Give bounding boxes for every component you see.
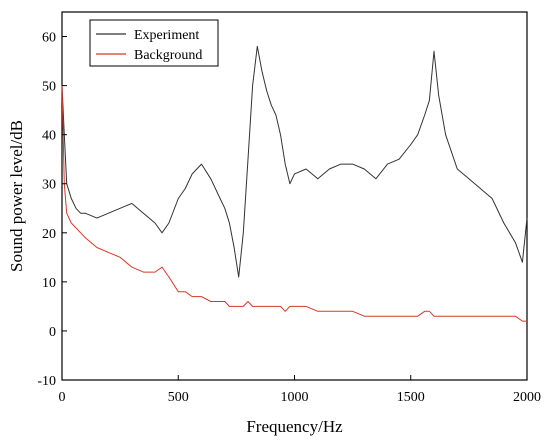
y-axis-title: Sound power level/dB xyxy=(7,120,26,272)
legend: Experiment Background xyxy=(89,19,219,67)
legend-box xyxy=(89,19,219,67)
x-tick-label: 2000 xyxy=(513,390,541,405)
y-tick-label: 20 xyxy=(42,227,56,242)
series-line-experiment xyxy=(61,45,528,278)
x-tick-label: 1000 xyxy=(281,390,309,405)
y-tick-label: 60 xyxy=(42,31,56,46)
x-tick-label: 1500 xyxy=(397,390,425,405)
y-tick-label: 50 xyxy=(42,80,56,95)
legend-label-background: Background xyxy=(134,48,202,63)
x-axis-title: Frequency/Hz xyxy=(246,417,343,436)
x-tick-label: 500 xyxy=(168,390,189,405)
y-tick-label: 0 xyxy=(49,325,56,340)
y-tick-label: 40 xyxy=(42,129,56,144)
series-line-background xyxy=(61,85,527,322)
series-layer xyxy=(61,45,528,322)
plot-frame xyxy=(61,11,528,381)
legend-label-experiment: Experiment xyxy=(134,28,199,43)
y-tick-label: 30 xyxy=(42,178,56,193)
y-tick-label: -10 xyxy=(37,374,56,389)
x-tick-label: 0 xyxy=(59,390,66,405)
y-tick-label: 10 xyxy=(42,276,56,291)
